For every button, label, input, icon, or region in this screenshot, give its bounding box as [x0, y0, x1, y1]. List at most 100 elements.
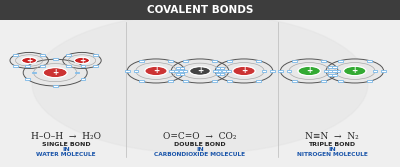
Bar	[270, 70, 275, 72]
Text: +: +	[241, 66, 247, 75]
Bar	[182, 70, 187, 72]
Bar	[321, 60, 326, 62]
Bar	[13, 54, 18, 56]
Bar	[80, 65, 85, 67]
Bar	[168, 80, 173, 82]
Bar	[321, 80, 326, 82]
Bar	[338, 80, 343, 82]
Circle shape	[10, 52, 48, 68]
Bar	[287, 70, 291, 72]
Bar	[66, 65, 71, 67]
Bar	[180, 67, 184, 69]
Bar	[66, 54, 71, 56]
Bar	[226, 70, 231, 72]
Bar	[213, 70, 218, 72]
Bar	[168, 60, 173, 62]
Circle shape	[190, 67, 210, 75]
Text: DOUBLE BOND: DOUBLE BOND	[174, 142, 226, 147]
Bar	[169, 70, 174, 72]
Bar	[32, 72, 36, 73]
Bar	[217, 70, 221, 72]
Text: IN: IN	[62, 147, 70, 152]
Bar	[367, 60, 372, 62]
Bar	[220, 67, 224, 69]
Text: +: +	[197, 66, 203, 75]
Bar	[176, 67, 180, 69]
Circle shape	[280, 59, 338, 83]
Bar	[93, 54, 98, 56]
Bar	[373, 70, 377, 72]
Bar	[336, 70, 340, 72]
Bar	[328, 66, 332, 68]
Bar	[327, 70, 331, 72]
Bar	[328, 74, 332, 76]
Text: TRIPLE BOND: TRIPLE BOND	[308, 142, 356, 147]
Bar	[174, 70, 178, 72]
Bar	[256, 60, 261, 62]
Bar	[179, 70, 183, 72]
Text: O=C=O  →  CO₂: O=C=O → CO₂	[163, 132, 237, 141]
Bar	[25, 78, 30, 80]
Text: +: +	[306, 66, 312, 75]
Bar	[216, 73, 220, 75]
Bar	[262, 70, 266, 72]
Bar	[139, 60, 144, 62]
Bar	[324, 70, 328, 72]
Text: +: +	[79, 56, 85, 65]
Bar	[256, 80, 261, 82]
Bar	[183, 60, 188, 62]
Text: WATER MOLECULE: WATER MOLECULE	[36, 152, 96, 157]
Text: NITROGEN MOLECULE: NITROGEN MOLECULE	[296, 152, 368, 157]
Text: N≡N  →  N₂: N≡N → N₂	[305, 132, 359, 141]
Bar	[227, 80, 232, 82]
Bar	[216, 67, 220, 69]
Circle shape	[127, 59, 185, 83]
Bar	[180, 73, 184, 75]
Bar	[332, 74, 336, 76]
Bar	[134, 70, 138, 72]
Bar	[40, 65, 45, 67]
FancyBboxPatch shape	[0, 0, 400, 20]
Bar	[125, 70, 130, 72]
Text: IN: IN	[328, 147, 336, 152]
Text: +: +	[153, 66, 159, 75]
Text: H–O–H  →  H₂O: H–O–H → H₂O	[31, 132, 101, 141]
Text: SINGLE BOND: SINGLE BOND	[42, 142, 90, 147]
Circle shape	[145, 66, 167, 76]
Text: IN: IN	[196, 147, 204, 152]
Bar	[328, 70, 332, 72]
Text: CARBONDIOXIDE MOLECULE: CARBONDIOXIDE MOLECULE	[154, 152, 246, 157]
Text: +: +	[26, 56, 32, 65]
Bar	[80, 78, 85, 80]
Bar	[292, 80, 297, 82]
Bar	[53, 58, 58, 60]
Bar	[292, 60, 297, 62]
Circle shape	[326, 59, 384, 83]
Circle shape	[344, 66, 366, 76]
Circle shape	[32, 13, 368, 154]
Bar	[332, 70, 336, 72]
Text: +: +	[352, 66, 358, 75]
Circle shape	[22, 57, 37, 64]
Bar	[332, 66, 336, 68]
Text: +: +	[52, 68, 58, 77]
Bar	[13, 65, 18, 67]
Bar	[212, 60, 217, 62]
Bar	[220, 73, 224, 75]
Bar	[338, 60, 343, 62]
Circle shape	[74, 57, 90, 64]
Bar	[40, 54, 45, 56]
Bar	[176, 73, 180, 75]
Circle shape	[63, 52, 101, 68]
Bar	[222, 70, 226, 72]
Bar	[25, 65, 30, 67]
Bar	[139, 80, 144, 82]
Bar	[75, 72, 79, 73]
Bar	[381, 70, 386, 72]
Circle shape	[43, 68, 67, 78]
Bar	[93, 65, 98, 67]
Bar	[53, 85, 58, 87]
Bar	[183, 80, 188, 82]
Text: COVALENT BONDS: COVALENT BONDS	[147, 5, 253, 15]
Circle shape	[171, 59, 229, 83]
